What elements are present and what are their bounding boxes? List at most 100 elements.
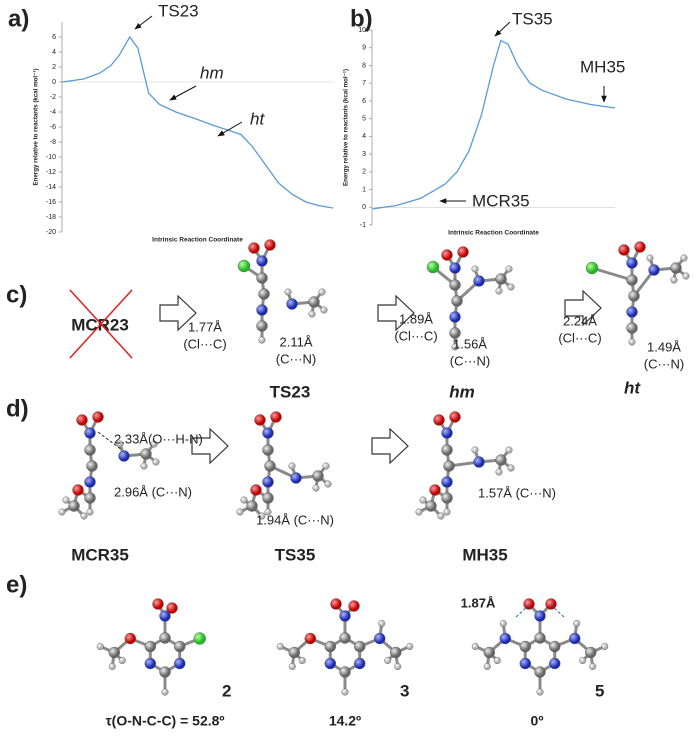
atom: [339, 610, 351, 622]
atom: [308, 310, 316, 318]
y-tick-label: 0: [362, 204, 366, 211]
atom: [493, 657, 501, 665]
atom: [449, 262, 461, 274]
atom: [258, 288, 270, 300]
atom: [449, 327, 461, 339]
atom: [441, 476, 453, 488]
atom: [483, 646, 495, 659]
atom: [348, 600, 360, 612]
distance-label: 1.57Å (C···N): [478, 485, 556, 500]
torsion-label: 14.2º: [329, 713, 361, 729]
atom: [626, 306, 638, 318]
hbond-label: 1.87Å: [461, 595, 496, 610]
atom: [549, 657, 561, 670]
panel-label: e): [6, 571, 27, 598]
atom: [495, 454, 507, 466]
atom: [62, 496, 70, 504]
atom: [144, 657, 156, 670]
atom: [682, 272, 690, 280]
atom: [58, 508, 66, 516]
atom: [634, 241, 646, 253]
atom: [92, 411, 104, 423]
hbond: [549, 603, 565, 618]
atom: [394, 663, 402, 671]
y-tick-label: -16: [46, 199, 56, 206]
atom: [330, 598, 342, 610]
y-tick-label: -12: [46, 169, 56, 176]
atom: [84, 427, 96, 439]
atom: [116, 440, 124, 448]
atom: [457, 246, 469, 258]
y-tick-label: -2: [50, 94, 56, 101]
atom: [288, 646, 300, 659]
atom: [318, 288, 326, 296]
atom: [437, 512, 445, 520]
y-tick-label: 6: [52, 34, 56, 41]
atom: [499, 620, 507, 628]
atom: [264, 508, 272, 516]
atom: [86, 460, 98, 472]
atom: [256, 320, 268, 332]
atom: [193, 632, 206, 645]
x-axis-title: Intrinsic Reaction Coordinate: [152, 237, 243, 244]
atom: [585, 646, 597, 659]
distance-label: (C···N): [276, 351, 316, 366]
atom: [159, 632, 171, 644]
atom: [626, 322, 638, 334]
y-axis-title: Energy relative to reactants (kcal mol⁻¹…: [33, 68, 40, 185]
atom: [312, 484, 320, 492]
atom: [118, 450, 130, 462]
atom: [628, 338, 636, 346]
atom: [161, 688, 169, 696]
atom: [519, 657, 531, 670]
panel-label: c): [6, 281, 27, 308]
atom: [254, 414, 266, 426]
atom: [174, 657, 186, 670]
distance-label: 2.24Å: [563, 313, 597, 328]
atom: [426, 260, 440, 274]
structure-name: MH35: [462, 545, 507, 564]
step-arrow: [377, 294, 415, 332]
atom: [443, 508, 451, 516]
y-tick-label: 1: [362, 186, 366, 193]
pointer-arrow: [217, 121, 243, 137]
atom: [264, 239, 276, 251]
atom: [433, 414, 445, 426]
y-tick-label: 3: [362, 151, 366, 158]
atom: [670, 262, 682, 274]
atom: [288, 663, 296, 671]
atom: [449, 311, 461, 323]
y-tick-label: 9: [362, 45, 366, 52]
panel-label: b): [350, 5, 373, 32]
atom: [150, 440, 158, 448]
distance-label: (C···N): [450, 353, 490, 368]
atom: [534, 610, 546, 622]
atom: [237, 259, 251, 273]
distance-label: (Cl···C): [558, 330, 601, 345]
atom: [618, 244, 630, 256]
distance-label: 2.33Å(O···H-N): [114, 431, 203, 446]
atom: [534, 666, 546, 678]
atom: [419, 496, 427, 504]
atom: [240, 496, 248, 504]
step-arrow: [371, 427, 409, 465]
step-arrow: [191, 427, 229, 465]
atom: [308, 296, 320, 308]
atom: [549, 640, 561, 653]
atom: [324, 657, 336, 670]
atom: [246, 500, 258, 512]
panel-label: a): [8, 5, 29, 32]
structure-name: TS23: [270, 382, 311, 401]
atom: [250, 484, 262, 496]
pointer-arrow: [134, 15, 153, 30]
atom: [339, 632, 351, 644]
atom: [646, 254, 654, 262]
atom: [339, 666, 351, 678]
atom: [354, 657, 366, 670]
distance-label: 1.94Å (C···N): [256, 512, 334, 527]
atom: [76, 414, 88, 426]
atom: [449, 279, 461, 291]
compound-number: 2: [222, 681, 231, 700]
atom: [108, 663, 116, 671]
